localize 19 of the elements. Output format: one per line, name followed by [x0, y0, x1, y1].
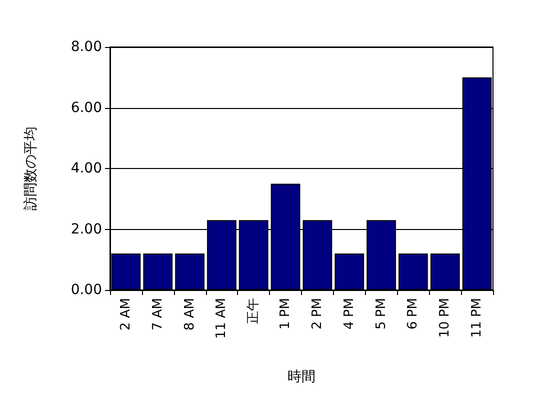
x-tick-label: 8 AM [182, 298, 198, 331]
x-tick-label: 2 AM [118, 298, 134, 331]
x-tick-label: 6 PM [406, 298, 421, 330]
y-tick-label: 0.00 [70, 282, 102, 298]
x-tick-label: 11 AM [214, 298, 230, 339]
x-tick-label: 5 PM [374, 298, 389, 330]
x-tick-label: 4 PM [342, 298, 357, 330]
y-tick-label: 2.00 [70, 221, 102, 238]
y-tick-label: 4.00 [70, 160, 102, 176]
y-axis-title: 訪問数の平均 [23, 126, 39, 210]
x-tick-label: 7 AM [150, 298, 166, 331]
x-tick-label: 11 PM [470, 298, 485, 338]
y-tick-label: 6.00 [70, 100, 102, 116]
x-tick-label: 1 PM [278, 298, 294, 330]
x-tick-label: 正午 [246, 298, 262, 324]
y-tick-label: 8.00 [70, 39, 102, 55]
x-tick-label: 2 PM [310, 298, 325, 330]
x-tick-label: 10 PM [438, 298, 453, 338]
x-axis-title: 時間 [288, 369, 316, 385]
